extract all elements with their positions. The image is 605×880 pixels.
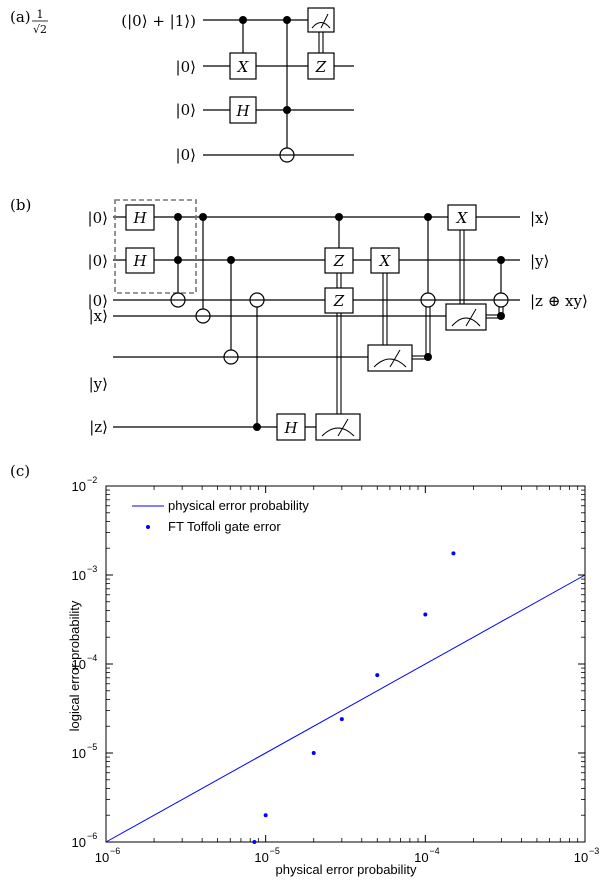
h-gate-b1-label: H xyxy=(132,209,147,227)
chart-series xyxy=(105,551,586,844)
z-gate-b2-label: Z xyxy=(333,292,345,310)
data-point-toffoli-error xyxy=(451,551,456,556)
y-axis-label: logical error probability xyxy=(67,600,82,731)
x-gate-b1-label: X xyxy=(379,252,392,270)
legend-point-marker xyxy=(146,525,150,529)
plot-frame xyxy=(105,485,586,843)
control-dot-b6 xyxy=(335,213,343,221)
x-tick-label: 10 xyxy=(574,850,588,865)
frac-numerator: 1 xyxy=(37,8,44,21)
z-gate-b2 xyxy=(324,287,354,314)
input-b-1: |0⟩ xyxy=(88,252,108,270)
series-line-physical-error xyxy=(105,574,586,843)
z-gate-a-label: Z xyxy=(315,58,327,76)
y-tick-exponent: −5 xyxy=(87,742,97,752)
encoder-box xyxy=(114,199,197,294)
x-tick-exponent: −3 xyxy=(589,846,599,856)
input-a-0: (|0⟩ + |1⟩) xyxy=(121,12,196,30)
control-dot-b10 xyxy=(497,312,505,320)
y-tick-exponent: −3 xyxy=(87,564,97,574)
output-b-1: |y⟩ xyxy=(530,252,549,270)
input-b-4: |y⟩ xyxy=(89,375,108,393)
control-dot-b3 xyxy=(199,213,207,221)
y-tick-exponent: −4 xyxy=(87,653,97,663)
x-tick-label: 10 xyxy=(414,850,428,865)
legend-label: physical error probability xyxy=(168,498,309,513)
data-point-toffoli-error xyxy=(375,673,380,678)
output-b-0: |x⟩ xyxy=(530,209,549,227)
x-gate-a-label: X xyxy=(237,58,250,76)
y-tick-label: 10 xyxy=(72,746,86,761)
x-gate-b2-label: X xyxy=(456,209,469,227)
z-gate-b1-label: Z xyxy=(333,252,345,270)
control-dot-b1 xyxy=(174,213,182,221)
data-point-toffoli-error xyxy=(311,751,316,755)
output-b-2: |z ⊕ xy⟩ xyxy=(530,292,588,310)
control-dot-b2 xyxy=(174,256,182,264)
input-a-2: |0⟩ xyxy=(176,101,196,119)
circuit-panel-a: (a) 1 √2 (|0⟩ + |1⟩) |0⟩ |0⟩ |0⟩ X H Z xyxy=(10,7,354,164)
legend-label: FT Toffoli gate error xyxy=(168,519,281,534)
x-tick-label: 10 xyxy=(95,850,109,865)
x-gate-b2 xyxy=(447,204,477,231)
control-dot-b4 xyxy=(227,256,235,264)
h-gate-a xyxy=(229,96,257,124)
chart-axes: 10 −6 10 −5 10 −4 10 −310 −610 −510 −410 −310 −2 xyxy=(72,475,600,865)
control-dot-b9 xyxy=(497,256,505,264)
h-gate-b3-label: H xyxy=(283,419,298,437)
input-b-5: |z⟩ xyxy=(89,418,108,436)
h-gate-b3 xyxy=(276,413,306,441)
data-point-toffoli-error xyxy=(263,813,268,818)
control-dot-a1 xyxy=(239,16,247,24)
x-tick-exponent: −4 xyxy=(429,846,439,856)
h-gate-b2-label: H xyxy=(132,252,147,270)
y-tick-label: 10 xyxy=(72,657,86,672)
frac-denominator: √2 xyxy=(33,23,47,36)
measure-meter-a xyxy=(307,7,335,33)
panel-b-label: (b) xyxy=(10,196,31,214)
input-b-2: |0⟩ xyxy=(88,292,108,310)
z-gate-a xyxy=(307,52,335,80)
data-point-toffoli-error xyxy=(339,717,344,722)
y-tick-label: 10 xyxy=(72,568,86,583)
input-a-1: |0⟩ xyxy=(176,58,196,76)
y-tick-exponent: −6 xyxy=(87,831,97,841)
data-point-toffoli-error xyxy=(423,612,428,617)
measure-meter-b3 xyxy=(445,303,487,331)
panel-a-label: (a) xyxy=(10,8,31,26)
x-tick-label: 10 xyxy=(254,850,268,865)
wires-a xyxy=(203,19,354,156)
x-tick-exponent: −6 xyxy=(110,846,120,856)
x-gate-a xyxy=(229,52,257,80)
y-tick-exponent: −2 xyxy=(87,475,97,485)
h-gate-a-label: H xyxy=(235,102,250,120)
control-dot-a2 xyxy=(283,16,291,24)
data-point-toffoli-error xyxy=(252,840,257,844)
h-gate-b1 xyxy=(125,204,155,231)
h-gate-b2 xyxy=(125,247,155,274)
x-axis-label: physical error probability xyxy=(276,862,417,877)
x-gate-b1 xyxy=(370,247,400,274)
x-tick-exponent: −5 xyxy=(270,846,280,856)
control-dot-a3 xyxy=(283,106,291,114)
z-gate-b1 xyxy=(324,247,354,274)
y-tick-label: 10 xyxy=(72,479,86,494)
control-dot-b7 xyxy=(424,213,432,221)
circuit-panel-b: (b) |0⟩ |0⟩ |0⟩ |x⟩ |y⟩ |z⟩ |x⟩ |y⟩ |z ⊕… xyxy=(10,196,588,441)
control-dot-b8 xyxy=(424,353,432,361)
error-probability-chart: 10 −6 10 −5 10 −4 10 −310 −610 −510 −410 −310 −2 phy… xyxy=(67,475,600,877)
input-b-3: |x⟩ xyxy=(89,307,108,325)
input-a-3: |0⟩ xyxy=(176,146,196,164)
y-tick-label: 10 xyxy=(72,835,86,850)
input-b-0: |0⟩ xyxy=(88,209,108,227)
control-dot-b5 xyxy=(253,423,261,431)
chart-legend: physical error probability FT Toffoli gat… xyxy=(132,498,309,534)
panel-c-label: (c) xyxy=(10,462,31,480)
